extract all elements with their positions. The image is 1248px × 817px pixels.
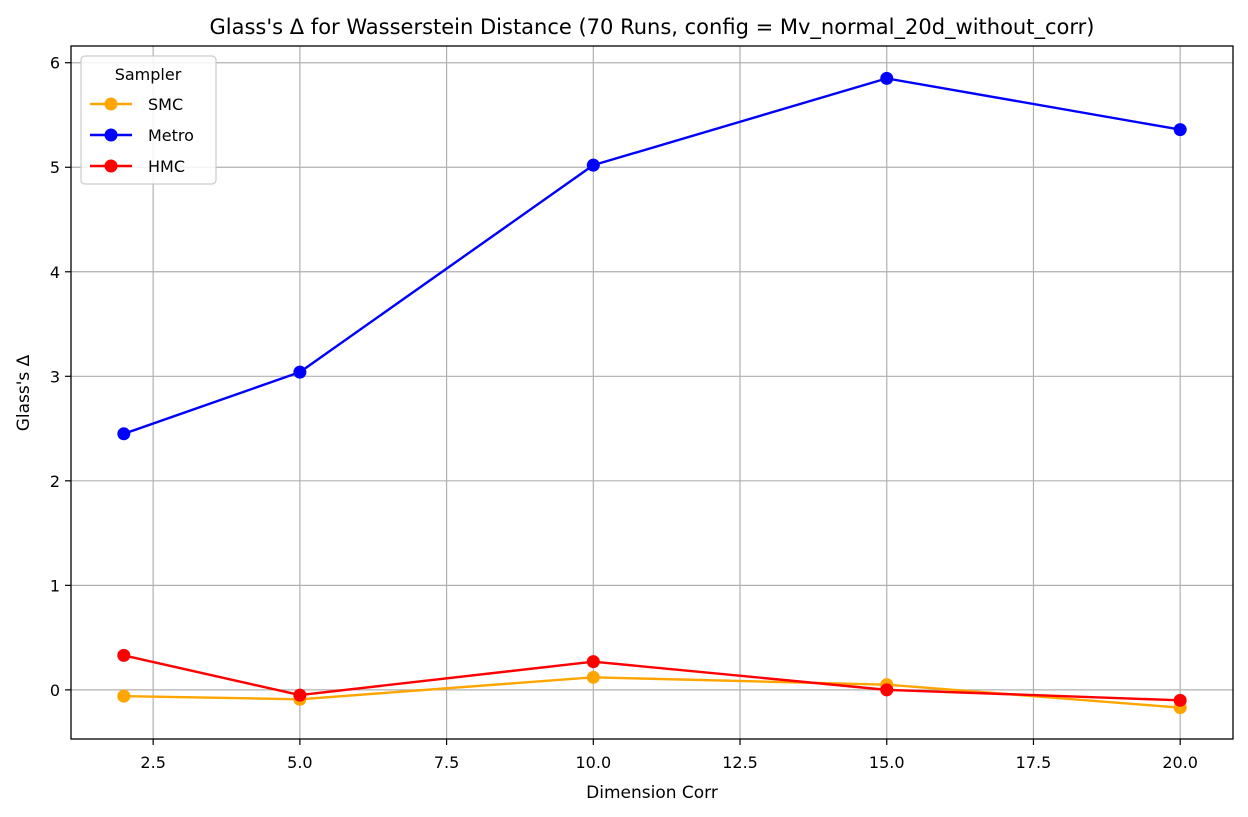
y-tick-label: 0 [50, 681, 60, 700]
x-tick-label: 15.0 [869, 753, 905, 772]
axes-frame [70, 45, 1234, 740]
data-point-hmc [880, 683, 894, 697]
legend-marker [104, 128, 118, 142]
legend-item-hmc: HMC [90, 157, 185, 176]
data-point-hmc [293, 688, 307, 702]
legend-label: SMC [148, 95, 183, 114]
x-axis-label: Dimension Corr [586, 783, 718, 803]
y-axis-label: Glass's Δ [14, 354, 34, 431]
y-tick-label: 2 [50, 472, 60, 491]
grid [71, 46, 1233, 739]
series-line-smc [123, 676, 1181, 709]
x-tick-label: 17.5 [1016, 753, 1052, 772]
legend-label: Metro [148, 126, 194, 145]
x-tick-label: 2.5 [140, 753, 165, 772]
data-point-hmc [1173, 693, 1187, 707]
series-line-metro [123, 77, 1181, 435]
x-tick-label: 7.5 [434, 753, 459, 772]
series-layer [117, 71, 1187, 715]
data-point-metro [1173, 123, 1187, 137]
data-point-metro [293, 365, 307, 379]
y-tick-label: 4 [50, 263, 60, 282]
x-tick-label: 20.0 [1162, 753, 1198, 772]
chart-title: Glass's Δ for Wasserstein Distance (70 R… [210, 15, 1095, 40]
series-hmc [117, 648, 1187, 707]
data-point-metro [117, 427, 131, 441]
x-tick-label: 5.0 [287, 753, 312, 772]
y-tick-label: 1 [50, 576, 60, 595]
legend-title: Sampler [115, 65, 182, 84]
legend: Sampler SMC Metro HMC [80, 55, 217, 185]
x-tick-label: 10.0 [576, 753, 612, 772]
series-smc [117, 670, 1187, 715]
legend-item-metro: Metro [90, 126, 194, 145]
data-point-smc [586, 670, 600, 684]
data-point-metro [880, 71, 894, 85]
series-metro [117, 71, 1187, 441]
legend-box [80, 55, 217, 185]
legend-label: HMC [148, 157, 185, 176]
y-tick-label: 3 [50, 367, 60, 386]
ticks: 2.5 5.0 7.5 10.0 12.5 15.0 17.5 20.0 0 1 2 3 4 5 6 [50, 54, 1198, 772]
legend-marker [104, 159, 118, 173]
legend-item-smc: SMC [90, 95, 183, 114]
y-tick-label: 6 [50, 54, 60, 73]
x-tick-label: 12.5 [722, 753, 758, 772]
y-tick-label: 5 [50, 158, 60, 177]
data-point-hmc [586, 655, 600, 669]
data-point-metro [586, 158, 600, 172]
data-point-smc [117, 689, 131, 703]
legend-marker [104, 97, 118, 111]
data-point-hmc [117, 648, 131, 662]
